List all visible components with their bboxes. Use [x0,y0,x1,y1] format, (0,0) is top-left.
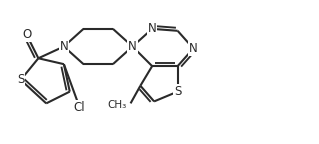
Text: Cl: Cl [74,101,85,114]
Text: N: N [189,42,198,55]
Text: N: N [60,40,68,53]
Text: CH₃: CH₃ [108,100,127,110]
Text: O: O [22,28,31,41]
Text: N: N [128,40,137,53]
Text: S: S [174,85,181,98]
Text: N: N [148,22,157,35]
Text: S: S [17,73,25,86]
